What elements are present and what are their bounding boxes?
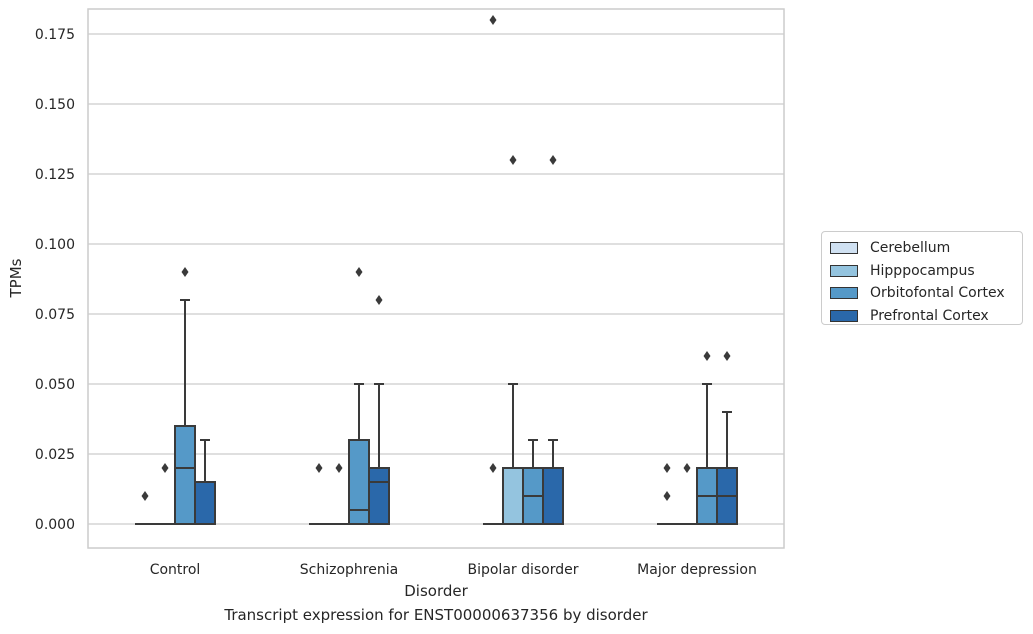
legend-item: Hipppocampus — [830, 260, 1014, 283]
x-tick-label: Control — [150, 562, 201, 578]
legend-label: Prefrontal Cortex — [870, 307, 989, 324]
box-orbitofontal-cortex — [522, 439, 544, 525]
box-orbitofontal-cortex — [348, 267, 370, 525]
outlier-point — [355, 267, 363, 277]
y-tick-label: 0.150 — [35, 97, 75, 113]
outlier-point — [161, 463, 169, 473]
outlier-point — [315, 463, 323, 473]
y-axis-label: TPMs — [7, 258, 25, 298]
box-body — [348, 439, 370, 525]
box-body — [542, 467, 564, 525]
legend-swatch — [830, 309, 858, 322]
box-cerebellum — [309, 463, 329, 525]
legend-item: Prefrontal Cortex — [830, 305, 1014, 328]
outlier-point — [703, 351, 711, 361]
outlier-point — [663, 463, 671, 473]
box-prefrontal-cortex — [194, 439, 216, 525]
box-layer — [135, 15, 738, 525]
legend-swatch — [830, 242, 858, 255]
legend-item: Cerebellum — [830, 237, 1014, 260]
legend: Cerebellum Hipppocampus Orbitofontal Corte… — [821, 231, 1023, 325]
x-tick-label: Major depression — [637, 562, 757, 578]
y-tick-label: 0.000 — [35, 517, 75, 533]
legend-swatch — [830, 264, 858, 277]
y-tick-label: 0.175 — [35, 27, 75, 43]
box-body — [174, 425, 196, 525]
box-hipppocampus — [329, 463, 349, 525]
box-cerebellum — [657, 463, 677, 525]
legend-swatch — [830, 287, 858, 300]
box-orbitofontal-cortex — [174, 267, 196, 525]
y-ticks: 0.000 0.025 0.050 0.075 0.100 0.125 0.150 0.175 — [35, 27, 75, 533]
box-hipppocampus — [677, 463, 697, 525]
y-tick-label: 0.100 — [35, 237, 75, 253]
box-prefrontal-cortex — [368, 295, 390, 525]
outlier-point — [509, 155, 517, 165]
legend-label: Cerebellum — [870, 240, 951, 257]
outlier-point — [489, 15, 497, 25]
legend-item: Orbitofontal Cortex — [830, 282, 1014, 305]
x-tick-label: Schizophrenia — [300, 562, 398, 578]
outlier-point — [335, 463, 343, 473]
box-prefrontal-cortex — [716, 351, 738, 525]
chart-caption: Transcript expression for ENST0000063735… — [224, 606, 648, 624]
outlier-point — [181, 267, 189, 277]
box-cerebellum — [135, 491, 155, 525]
box-hipppocampus — [155, 463, 175, 525]
outlier-point — [375, 295, 383, 305]
legend-label: Hipppocampus — [870, 262, 975, 279]
x-axis-label: Disorder — [404, 582, 468, 600]
legend-label: Orbitofontal Cortex — [870, 285, 1005, 302]
x-ticks: Control Schizophrenia Bipolar disorder Majo… — [150, 562, 757, 578]
outlier-point — [549, 155, 557, 165]
y-tick-label: 0.050 — [35, 377, 75, 393]
outlier-point — [663, 491, 671, 501]
outlier-point — [141, 491, 149, 501]
box-orbitofontal-cortex — [696, 351, 718, 525]
box-body — [502, 467, 524, 525]
outlier-point — [683, 463, 691, 473]
box-prefrontal-cortex — [542, 155, 564, 525]
box-cerebellum — [483, 15, 503, 525]
plot-frame — [87, 8, 785, 549]
y-tick-label: 0.125 — [35, 167, 75, 183]
x-tick-label: Bipolar disorder — [467, 562, 578, 578]
y-tick-label: 0.025 — [35, 447, 75, 463]
box-body — [194, 481, 216, 525]
outlier-point — [723, 351, 731, 361]
outlier-point — [489, 463, 497, 473]
y-tick-label: 0.075 — [35, 307, 75, 323]
box-hipppocampus — [502, 155, 524, 525]
box-body — [368, 467, 390, 525]
